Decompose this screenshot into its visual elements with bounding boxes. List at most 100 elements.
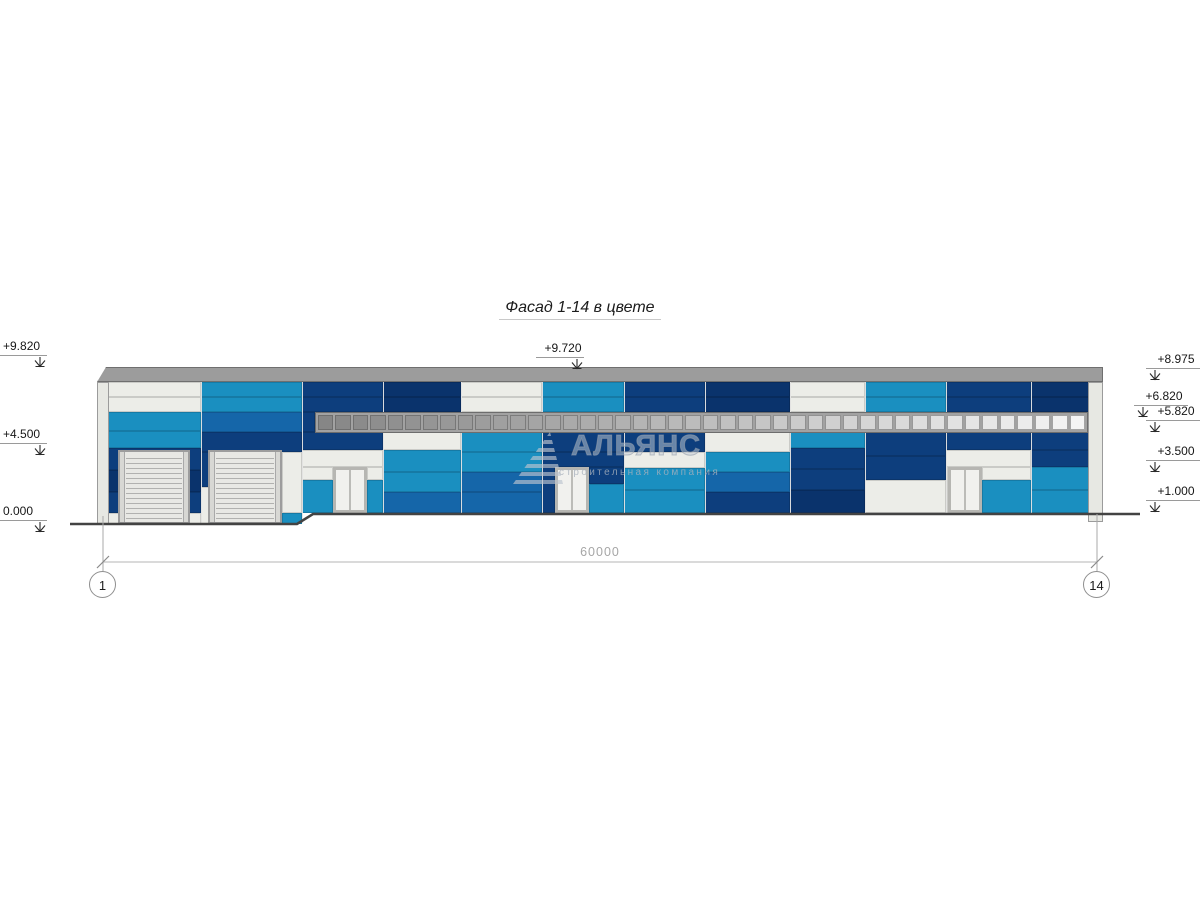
facade-panel	[461, 432, 542, 452]
facade-panel	[302, 432, 383, 450]
window-pane	[790, 415, 806, 430]
rollup-door	[118, 450, 190, 524]
elevation-mark-label: +6.820	[1145, 389, 1183, 403]
elevation-arrow-icon	[1147, 461, 1163, 473]
elevation-mark-label: +4.500	[3, 427, 41, 441]
watermark-subtitle: строительная компания	[559, 467, 721, 478]
facade-panel	[383, 432, 461, 450]
elevation-arrow-icon	[32, 356, 48, 368]
elevation-arrow-icon	[32, 521, 48, 533]
facade-panel	[461, 452, 542, 472]
window-pane	[999, 415, 1016, 430]
facade-panel	[367, 467, 383, 480]
corner-pilaster	[1088, 382, 1103, 522]
facade-panel	[282, 513, 302, 524]
facade-panel	[589, 484, 624, 513]
panel-joint	[383, 382, 384, 513]
panel-joint	[865, 382, 866, 513]
elevation-mark-label: +9.720	[544, 341, 582, 355]
facade-panel	[865, 397, 946, 412]
facade-panel	[982, 480, 1031, 513]
elevation-arrow-icon	[32, 444, 48, 456]
facade-panel	[100, 431, 201, 448]
window-pane	[650, 415, 666, 430]
facade-panel	[461, 397, 542, 412]
window-pane	[755, 415, 771, 430]
facade-panel	[624, 452, 705, 468]
panel-joint	[705, 382, 706, 513]
elevation-mark-line	[1146, 420, 1200, 421]
window-pane	[894, 415, 911, 430]
facade-panel	[302, 397, 383, 412]
panel-joint	[624, 382, 625, 513]
window-pane	[440, 415, 456, 430]
elevation-arrow-icon	[1147, 501, 1163, 513]
door-mullion	[964, 470, 966, 510]
axis-bubble-1: 1	[89, 571, 116, 598]
window-pane	[422, 415, 439, 430]
facade-panel	[865, 480, 946, 513]
window-pane	[387, 415, 404, 430]
elevation-mark-line	[1134, 405, 1188, 406]
elevation-arrow-icon	[569, 358, 585, 370]
window-pane	[929, 415, 946, 430]
window-pane	[685, 415, 701, 430]
panel-joint	[790, 382, 791, 513]
facade-panel	[201, 382, 302, 397]
facade-panel	[302, 467, 333, 480]
entrance-door	[333, 467, 367, 513]
window-pane	[1034, 415, 1051, 430]
facade-panel	[282, 452, 302, 513]
facade-panel	[790, 490, 865, 513]
facade-panel	[705, 397, 790, 412]
window-pane	[405, 415, 421, 430]
rollup-slats	[126, 454, 182, 520]
window-pane	[720, 415, 736, 430]
facade-panel	[705, 432, 790, 452]
elevation-mark-label: +3.500	[1157, 444, 1195, 458]
window-pane	[860, 415, 876, 430]
elevation-mark-label: 0.000	[3, 504, 34, 518]
ribbon-window	[315, 412, 1088, 433]
panel-joint	[461, 382, 462, 513]
door-mullion	[571, 470, 573, 510]
window-pane	[335, 415, 351, 430]
window-pane	[632, 415, 649, 430]
window-pane	[510, 415, 526, 430]
facade-panel	[201, 432, 302, 452]
facade-panel	[1031, 450, 1100, 467]
entrance-door	[948, 467, 982, 513]
facade-panel	[705, 472, 790, 492]
drawing-title-text: Фасад 1-14 в цвете	[499, 299, 661, 320]
facade-panel	[790, 448, 865, 469]
window-pane	[545, 415, 561, 430]
facade-panel	[790, 432, 865, 448]
facade-panel	[946, 450, 1031, 467]
panel-joint	[946, 382, 947, 513]
facade-panel	[542, 432, 624, 452]
ground-line	[70, 512, 1140, 526]
facade-panel	[201, 397, 302, 412]
watermark: АЛЬЯНС строительная компания	[505, 424, 775, 488]
window-pane	[825, 415, 841, 430]
window-pane	[1017, 415, 1033, 430]
window-pane	[615, 415, 631, 430]
facade-panel	[705, 492, 790, 513]
window-pane	[352, 415, 369, 430]
window-pane	[982, 415, 998, 430]
facade-panel	[383, 450, 461, 472]
dimension-tick	[96, 555, 110, 569]
window-pane	[772, 415, 789, 430]
facade-panel	[542, 397, 624, 412]
facade-panel	[946, 467, 948, 513]
window-pane	[492, 415, 509, 430]
axis-14-label: 14	[1089, 578, 1104, 593]
elevation-mark-line	[0, 355, 47, 356]
window-pane	[667, 415, 684, 430]
elevation-mark-label: +1.000	[1157, 484, 1195, 498]
facade-panel	[624, 490, 705, 513]
facade-panel	[1031, 467, 1100, 490]
window-pane	[877, 415, 893, 430]
